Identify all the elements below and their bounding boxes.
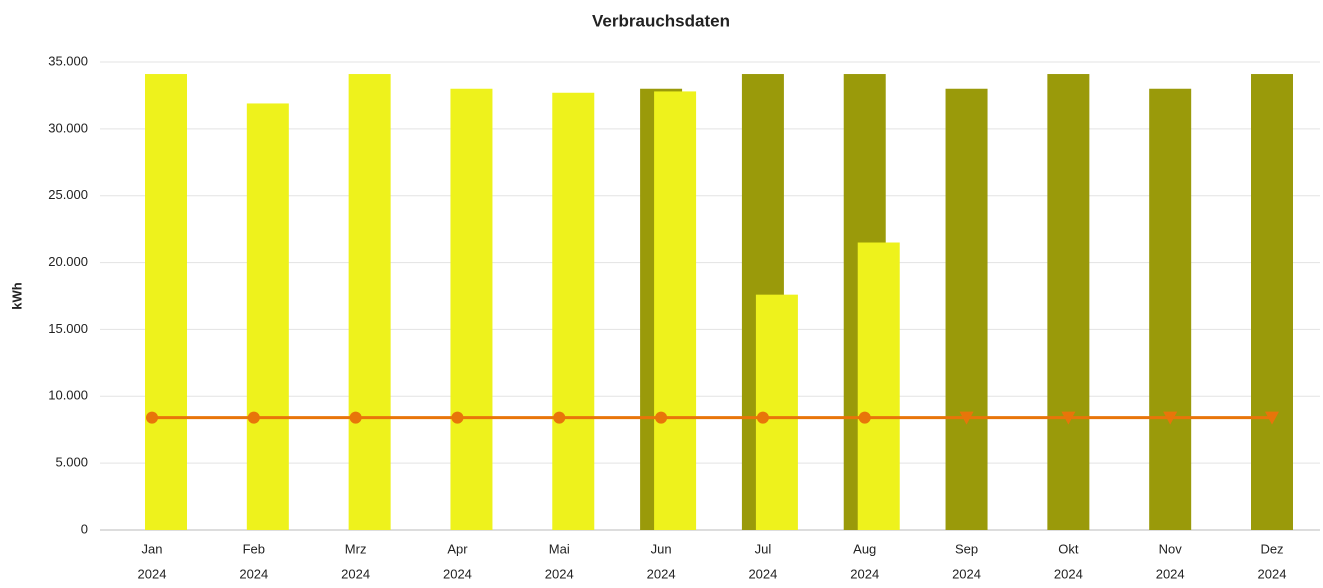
marker <box>1061 411 1076 425</box>
y-axis-label: kWh <box>9 282 24 310</box>
bar <box>552 92 595 531</box>
x-tick-label: 2024 <box>1054 566 1083 581</box>
bar <box>654 91 697 530</box>
marker <box>858 411 871 424</box>
marker <box>553 411 566 424</box>
marker <box>349 411 362 424</box>
marker <box>655 411 668 424</box>
x-tick-label: Jan <box>142 541 163 556</box>
x-tick-label: Okt <box>1058 541 1079 556</box>
x-tick-label: 2024 <box>443 566 472 581</box>
x-tick-label: 2024 <box>545 566 574 581</box>
x-tick-label: Jul <box>755 541 772 556</box>
marker <box>247 411 260 424</box>
marker <box>1265 411 1279 425</box>
x-tick-label: 2024 <box>748 566 777 581</box>
bar <box>945 88 988 530</box>
x-tick-label: Nov <box>1159 541 1183 556</box>
marker <box>1163 411 1178 425</box>
y-tick-label: 10.000 <box>48 388 88 403</box>
marker <box>959 411 974 425</box>
marker <box>451 411 464 424</box>
x-tick-label: Sep <box>955 541 978 556</box>
x-tick-label: Mai <box>549 541 570 556</box>
y-tick-label: 0 <box>81 521 88 536</box>
marker <box>756 411 769 424</box>
bar <box>145 74 187 530</box>
x-tick-label: 2024 <box>1156 566 1185 581</box>
x-tick-label: 2024 <box>239 566 268 581</box>
bar <box>1251 74 1293 530</box>
y-tick-label: 25.000 <box>48 187 88 202</box>
bar <box>450 88 493 530</box>
x-tick-label: Mrz <box>345 541 367 556</box>
x-tick-label: 2024 <box>341 566 370 581</box>
x-tick-label: 2024 <box>1258 566 1287 581</box>
y-tick-label: 20.000 <box>48 254 88 269</box>
bar <box>246 103 289 531</box>
x-tick-label: Apr <box>447 541 468 556</box>
bar <box>348 74 391 530</box>
bar <box>857 242 900 530</box>
x-tick-label: Dez <box>1260 541 1283 556</box>
chart-title: Verbrauchsdaten <box>592 11 730 30</box>
marker <box>146 411 158 424</box>
x-tick-label: 2024 <box>138 566 167 581</box>
x-tick-label: Aug <box>853 541 876 556</box>
y-tick-label: 30.000 <box>48 120 88 135</box>
y-tick-label: 15.000 <box>48 321 88 336</box>
x-tick-label: 2024 <box>850 566 879 581</box>
y-tick-label: 35.000 <box>48 53 88 68</box>
bar <box>1149 88 1192 530</box>
bar <box>1047 74 1090 530</box>
x-tick-label: 2024 <box>647 566 676 581</box>
x-tick-label: 2024 <box>952 566 981 581</box>
x-tick-label: Feb <box>243 541 265 556</box>
y-tick-label: 5.000 <box>55 455 88 470</box>
x-tick-label: Jun <box>651 541 672 556</box>
